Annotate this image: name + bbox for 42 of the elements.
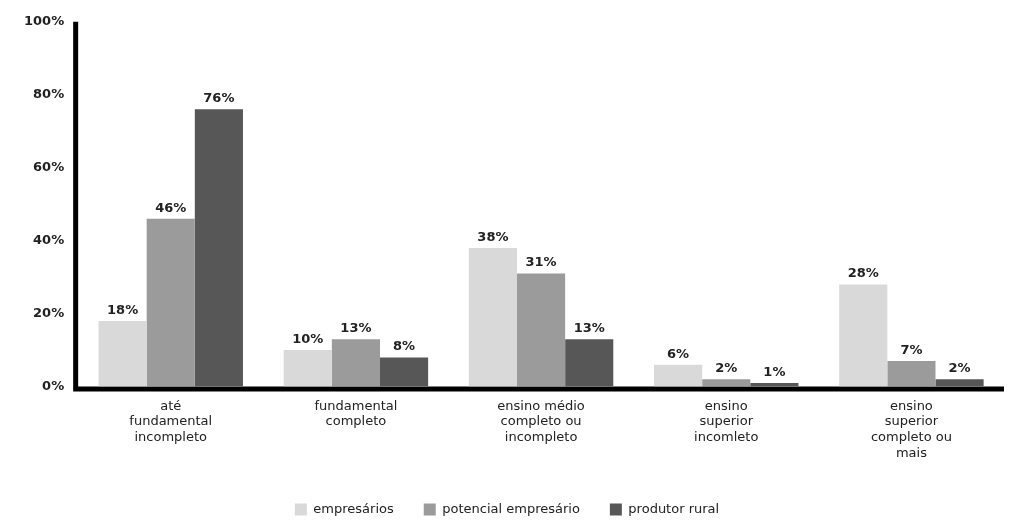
bar	[935, 379, 984, 387]
y-tick-label: 20%	[33, 305, 65, 321]
data-label: 13%	[340, 320, 372, 336]
bar	[839, 284, 888, 387]
data-label: 10%	[292, 330, 324, 346]
data-label: 46%	[155, 199, 187, 215]
data-label: 28%	[847, 265, 879, 281]
y-tick-label: 60%	[33, 159, 65, 175]
y-tick-label: 40%	[33, 232, 65, 248]
legend-label: empresários	[313, 500, 394, 516]
data-label: 18%	[107, 301, 139, 317]
x-tick-label: fundamental completo	[314, 397, 398, 429]
x-tick-label: ensino superior incomleto	[694, 397, 759, 444]
data-label: 2%	[715, 360, 738, 376]
bar	[98, 320, 147, 387]
bar	[702, 379, 751, 387]
data-label: 2%	[948, 360, 971, 376]
bar	[887, 361, 936, 387]
data-label: 6%	[667, 345, 690, 361]
y-tick-label: 0%	[42, 377, 65, 393]
data-label: 31%	[525, 254, 557, 270]
data-label: 1%	[763, 363, 786, 379]
bar	[283, 350, 332, 387]
bar	[654, 364, 703, 387]
bar	[468, 247, 518, 387]
x-tick-label: ensino médio completo ou incompleto	[497, 397, 585, 444]
legend-label: produtor rural	[628, 500, 720, 516]
data-label: 38%	[477, 228, 509, 244]
y-tick-label: 80%	[33, 86, 65, 102]
bar	[565, 339, 614, 387]
legend-label: potencial empresário	[442, 500, 580, 516]
x-tick-label: ensino superior completo ou mais	[870, 397, 952, 460]
y-tick-label: 100%	[23, 13, 65, 29]
data-label: 13%	[573, 320, 605, 336]
bar	[331, 339, 380, 387]
bar	[146, 218, 195, 387]
x-tick-label: até fundamental incompleto	[129, 397, 213, 444]
data-label: 8%	[393, 338, 416, 354]
data-label: 7%	[900, 341, 923, 357]
bar	[379, 357, 429, 387]
bar	[517, 273, 566, 387]
data-label: 76%	[203, 90, 235, 106]
